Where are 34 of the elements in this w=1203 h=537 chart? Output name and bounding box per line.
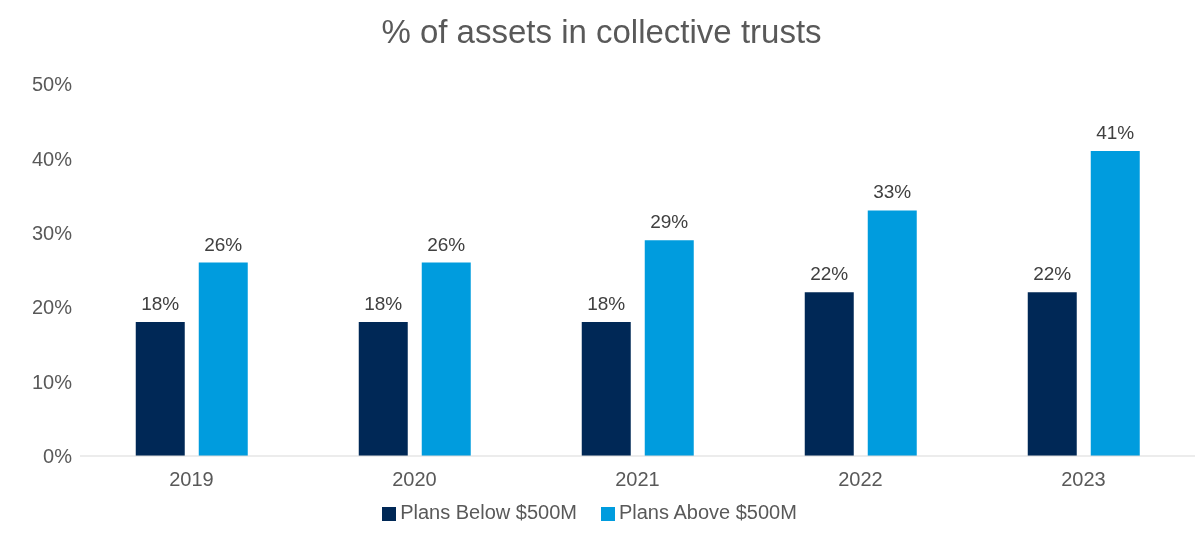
y-tick-label: 50%	[31, 73, 73, 96]
bar	[1090, 150, 1140, 456]
data-label: 29%	[650, 211, 689, 233]
y-tick-label: 20%	[31, 296, 73, 319]
bar	[135, 322, 185, 456]
legend-label: Plans Above $500M	[618, 501, 797, 523]
data-label: 18%	[587, 293, 626, 315]
y-tick-label: 0%	[43, 445, 73, 468]
x-tick-label: 2020	[392, 468, 437, 491]
x-tick-label: 2019	[169, 468, 214, 491]
x-tick-label: 2022	[838, 468, 883, 491]
bar	[198, 262, 248, 456]
chart-title: % of assets in collective trusts	[380, 12, 823, 52]
x-tick-label: 2023	[1061, 468, 1106, 491]
bar	[867, 210, 917, 456]
bar	[358, 322, 408, 456]
data-label: 18%	[364, 293, 403, 315]
data-label: 26%	[427, 233, 466, 255]
data-label: 33%	[873, 181, 912, 203]
bar	[581, 322, 631, 456]
bar	[421, 262, 471, 456]
data-label: 41%	[1096, 121, 1135, 143]
data-label: 22%	[810, 263, 849, 285]
y-tick-label: 10%	[31, 370, 73, 393]
data-label: 18%	[141, 293, 180, 315]
bar	[644, 240, 694, 456]
legend-label: Plans Below $500M	[400, 501, 577, 523]
data-label: 22%	[1033, 263, 1072, 285]
bar	[804, 292, 854, 456]
x-tick-label: 2021	[615, 468, 660, 491]
bar	[1027, 292, 1077, 456]
y-tick-label: 30%	[31, 221, 73, 244]
data-label: 26%	[204, 233, 243, 255]
y-tick-label: 40%	[31, 147, 73, 170]
